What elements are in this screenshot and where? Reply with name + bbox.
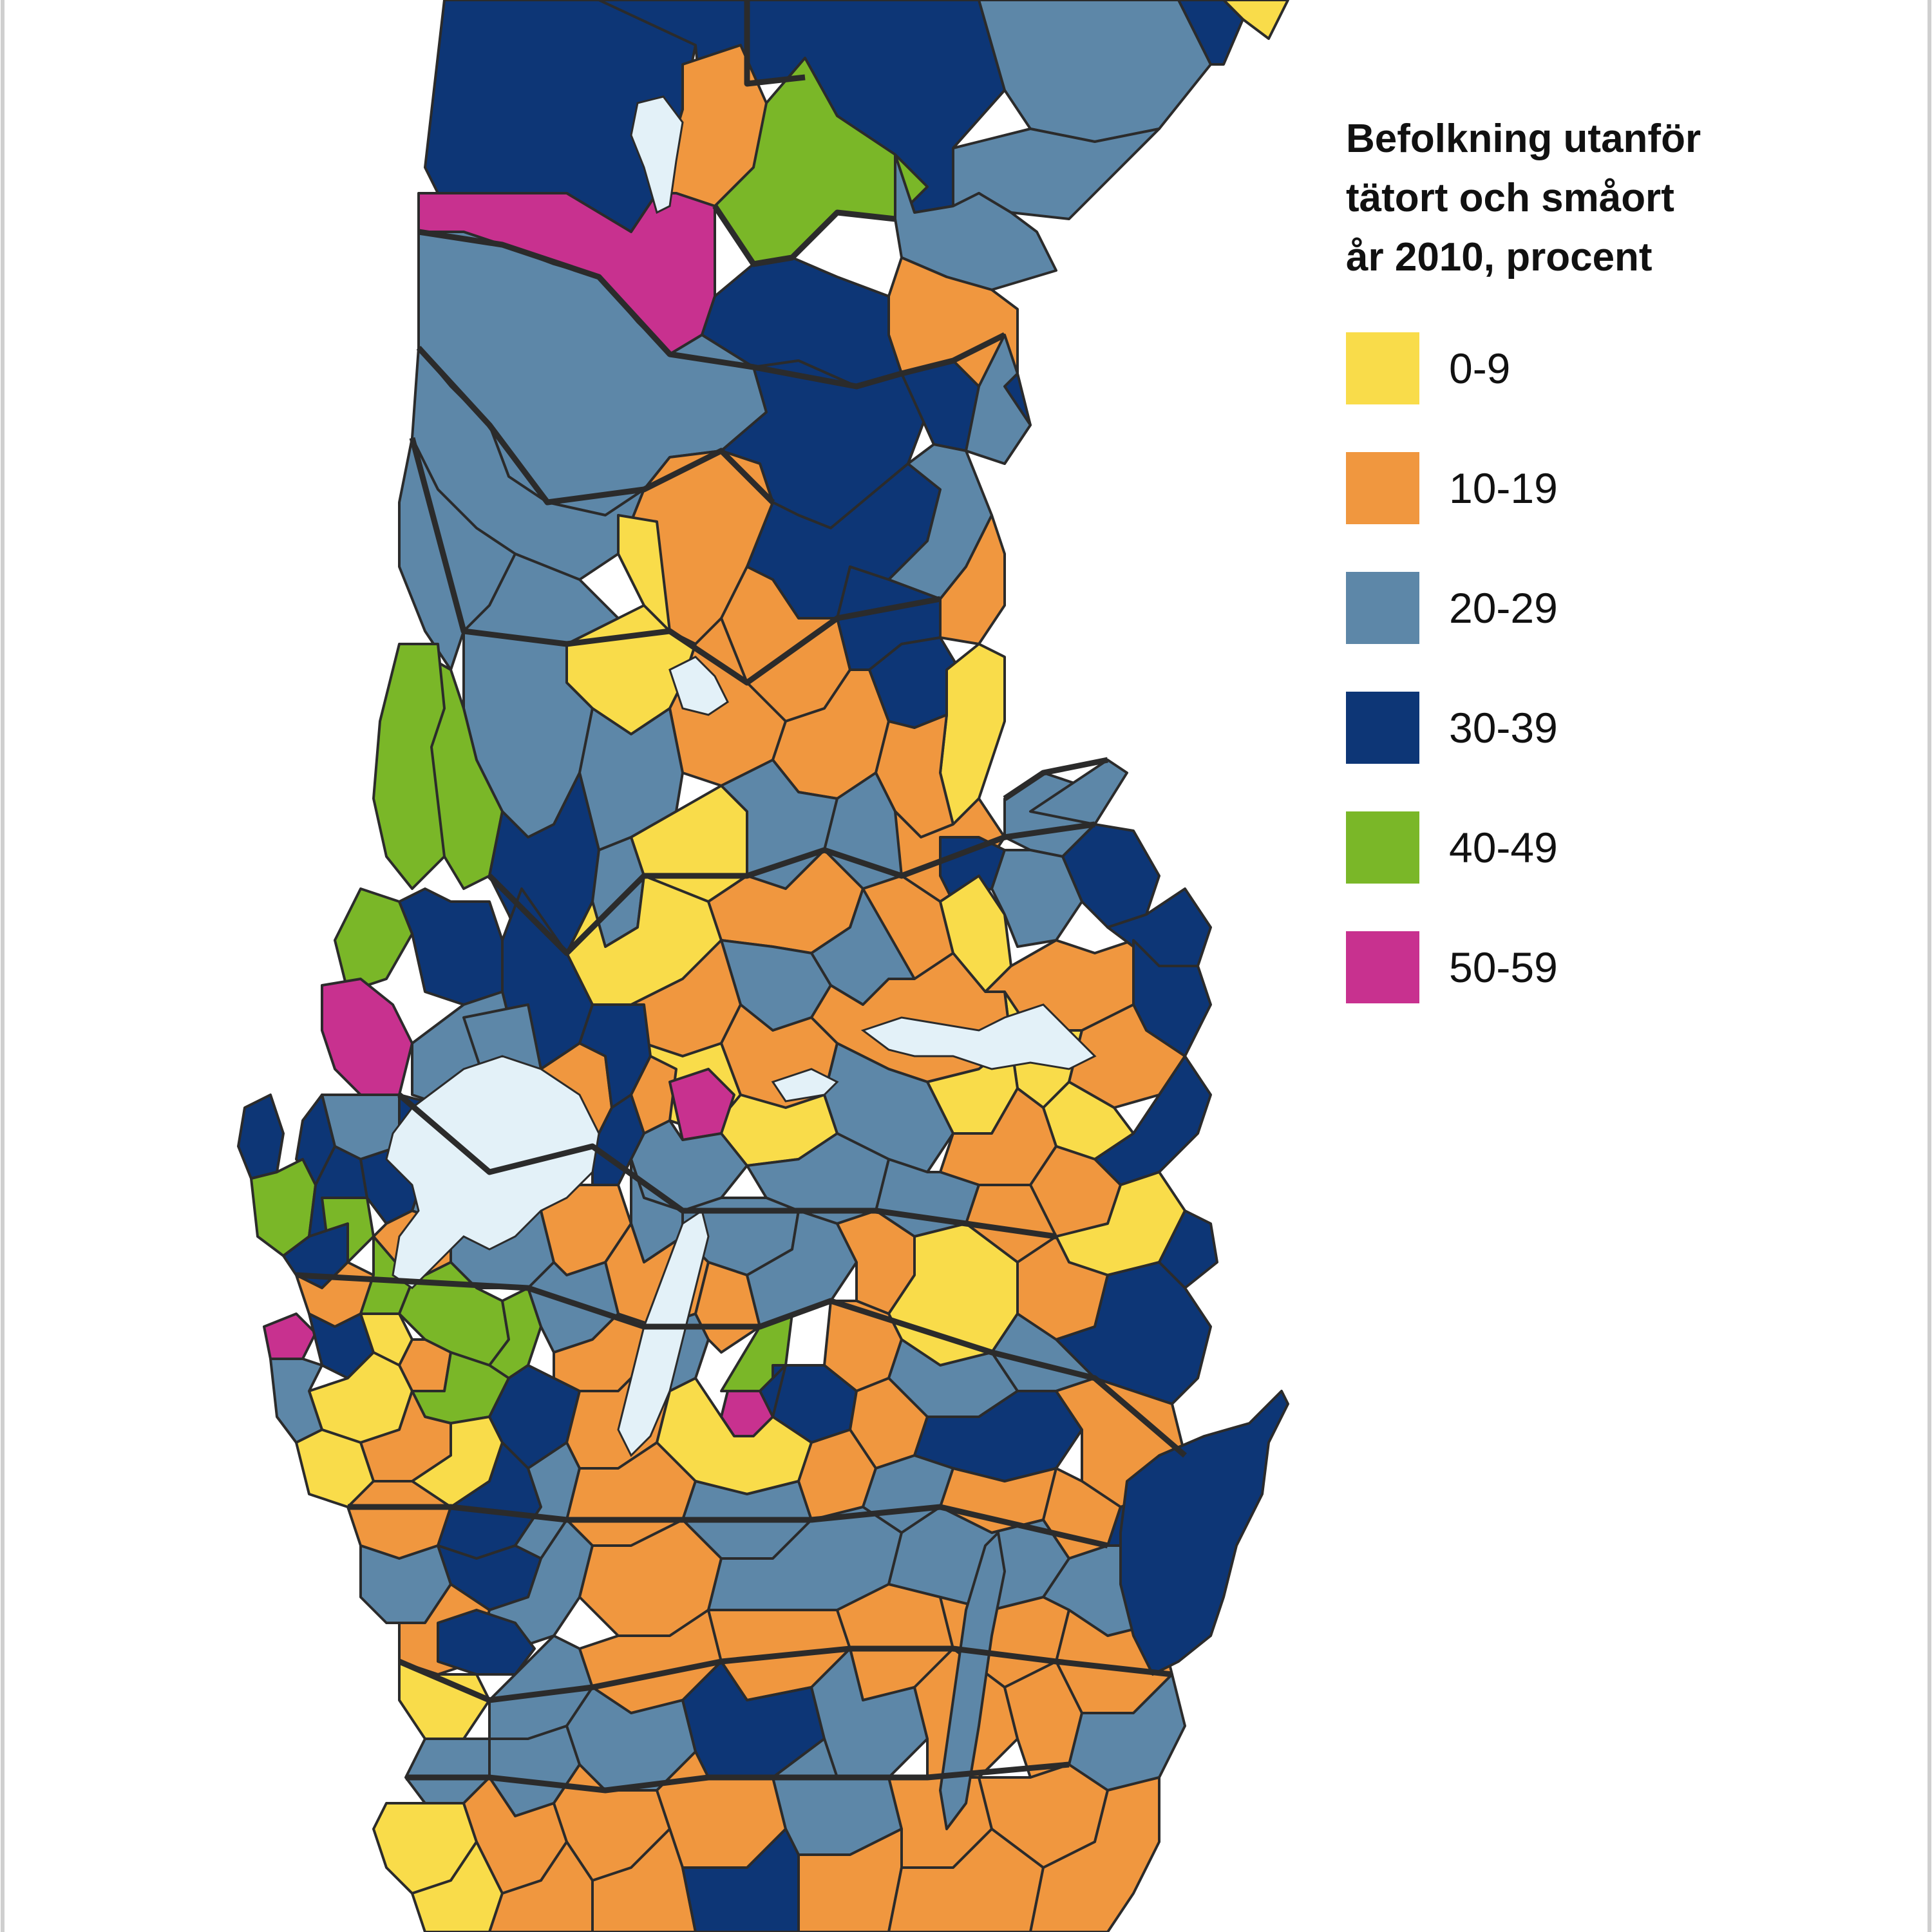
county-border-10 bbox=[712, 204, 896, 267]
legend-label-40-49: 40-49 bbox=[1449, 824, 1558, 871]
map-legend: Befolkning utanför tätort och småort år … bbox=[1346, 109, 1900, 1051]
municipality-110 bbox=[263, 1312, 317, 1360]
legend-item-40-49: 40-49 bbox=[1346, 811, 1900, 884]
county-border-4 bbox=[487, 821, 1095, 956]
legend-title: Befolkning utanför tätort och småort år … bbox=[1346, 109, 1900, 287]
county-border-6 bbox=[296, 1272, 1187, 1458]
municipality-189 bbox=[939, 1531, 1006, 1830]
county-border-8 bbox=[398, 1645, 1173, 1703]
municipality-86 bbox=[668, 1068, 735, 1141]
municipality-49 bbox=[990, 849, 1083, 948]
county-border-3 bbox=[409, 437, 941, 686]
lake-malaren bbox=[860, 1003, 1097, 1070]
legend-item-50-59: 50-59 bbox=[1346, 931, 1900, 1003]
legend-swatch-20-29 bbox=[1346, 572, 1419, 644]
municipality-159 bbox=[398, 1660, 491, 1740]
county-border-5 bbox=[397, 1092, 1057, 1240]
legend-label-0-9: 0-9 bbox=[1449, 345, 1511, 392]
municipality-10 bbox=[894, 153, 1057, 291]
county-border-1 bbox=[418, 229, 1007, 390]
lake-hjalmaren bbox=[771, 1068, 839, 1103]
county-border-2 bbox=[416, 345, 775, 506]
municipality-40 bbox=[1061, 823, 1160, 929]
legend-item-10-19: 10-19 bbox=[1346, 452, 1900, 524]
legend-label-30-39: 30-39 bbox=[1449, 704, 1558, 752]
legend-item-0-9: 0-9 bbox=[1346, 332, 1900, 404]
municipality-91 bbox=[237, 1094, 285, 1180]
municipality-158 bbox=[437, 1609, 536, 1676]
municipality-188 bbox=[1119, 1390, 1289, 1676]
municipality-52 bbox=[1029, 759, 1128, 826]
county-border-9 bbox=[406, 1761, 1070, 1794]
legend-swatch-40-49 bbox=[1346, 811, 1419, 884]
municipality-31 bbox=[939, 643, 1006, 826]
legend-label-20-29: 20-29 bbox=[1449, 584, 1558, 632]
municipality-17 bbox=[965, 334, 1032, 465]
municipality-78 bbox=[321, 978, 413, 1096]
legend-title-line-1: Befolkning utanför bbox=[1346, 117, 1701, 161]
municipality-26 bbox=[617, 514, 671, 632]
legend-title-line-3: år 2010, procent bbox=[1346, 235, 1653, 279]
municipality-regions bbox=[237, 0, 1289, 1932]
legend-swatch-0-9 bbox=[1346, 332, 1419, 404]
county-border-7 bbox=[348, 1504, 1109, 1549]
legend-label-10-19: 10-19 bbox=[1449, 464, 1558, 512]
legend-title-line-2: tätort och småort bbox=[1346, 176, 1674, 220]
legend-swatch-10-19 bbox=[1346, 452, 1419, 524]
legend-item-30-39: 30-39 bbox=[1346, 692, 1900, 764]
legend-swatch-30-39 bbox=[1346, 692, 1419, 764]
legend-label-50-59: 50-59 bbox=[1449, 943, 1558, 991]
lake-north bbox=[630, 95, 684, 214]
municipality-77 bbox=[398, 887, 504, 1006]
legend-swatch-50-59 bbox=[1346, 931, 1419, 1003]
municipality-4 bbox=[978, 0, 1212, 143]
lake-siljan bbox=[668, 656, 729, 716]
county-border-12 bbox=[1003, 757, 1108, 801]
county-borders bbox=[296, 0, 1187, 1794]
municipality-74 bbox=[372, 643, 446, 890]
municipality-187 bbox=[1029, 1776, 1160, 1932]
municipality-6 bbox=[1177, 0, 1244, 66]
county-border-11 bbox=[744, 0, 806, 87]
municipality-133 bbox=[269, 1358, 323, 1444]
municipality-22 bbox=[939, 514, 1006, 645]
legend-item-20-29: 20-29 bbox=[1346, 572, 1900, 644]
